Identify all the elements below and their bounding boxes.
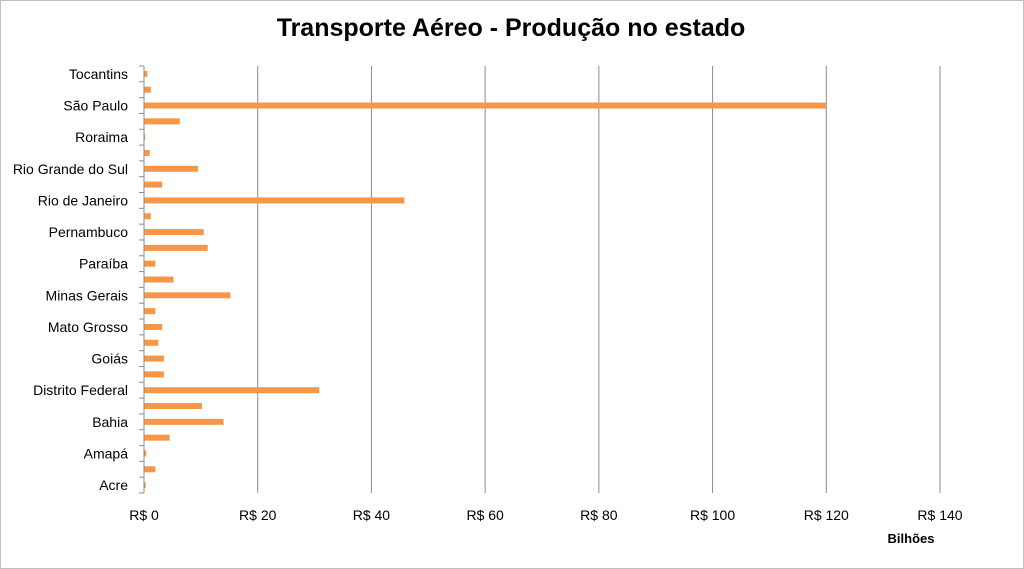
chart-title: Transporte Aéreo - Produção no estado: [276, 14, 746, 42]
gridlines: [257, 66, 941, 493]
bar: [144, 276, 174, 283]
category-labels: Acre Amapá Bahia Distrito Federal Goiás Mato …: [13, 66, 128, 493]
bar: [144, 292, 231, 299]
tick-label: R$ 20: [239, 507, 277, 523]
tick-label: R$ 100: [690, 507, 735, 523]
bar: [144, 387, 320, 394]
tick-label: R$ 0: [129, 507, 159, 523]
bar: [144, 434, 170, 441]
bar: [144, 86, 151, 93]
bar: [144, 102, 827, 109]
category-label: Paraíba: [79, 256, 128, 272]
tick-label: R$ 120: [804, 507, 849, 523]
category-label: Rio Grande do Sul: [13, 161, 128, 177]
category-label: Pernambuco: [49, 224, 129, 240]
bar: [144, 149, 150, 156]
bars: [144, 70, 827, 489]
axis: [139, 65, 145, 494]
category-label: Roraima: [75, 129, 128, 145]
category-label: Acre: [99, 477, 128, 493]
tick-label: R$ 140: [917, 507, 962, 523]
bar: [144, 418, 224, 425]
bar: [144, 244, 208, 251]
tick-label: R$ 40: [353, 507, 391, 523]
unit-label: Bilhões: [888, 531, 935, 546]
bar: [144, 371, 164, 378]
bar: [144, 450, 147, 457]
category-label: Rio de Janeiro: [38, 192, 128, 208]
bar: [144, 118, 180, 125]
category-label: Minas Gerais: [46, 287, 128, 303]
bar: [144, 355, 164, 362]
bar: [144, 466, 156, 473]
bar: [144, 213, 151, 220]
category-label: São Paulo: [63, 98, 128, 114]
category-label: Mato Grosso: [48, 319, 128, 335]
bar: [144, 260, 156, 267]
bar: [144, 181, 163, 188]
tick-label: R$ 80: [580, 507, 618, 523]
bar: [144, 308, 156, 315]
bar: [144, 134, 146, 141]
bar: [144, 229, 204, 236]
bar: [144, 197, 405, 204]
category-label: Goiás: [91, 351, 128, 367]
category-label: Bahia: [92, 414, 128, 430]
bar: [144, 339, 159, 346]
category-label: Amapá: [84, 445, 129, 461]
bar: [144, 482, 146, 489]
category-label: Distrito Federal: [33, 382, 128, 398]
tick-label: R$ 60: [466, 507, 504, 523]
bar: [144, 70, 148, 77]
bar: [144, 403, 202, 410]
tick-labels: R$ 0 R$ 20 R$ 40 R$ 60 R$ 80 R$ 100 R$ 120 R$ 1…: [129, 507, 963, 523]
bar: [144, 323, 163, 330]
category-label: Tocantins: [69, 66, 128, 82]
bar: [144, 165, 199, 172]
